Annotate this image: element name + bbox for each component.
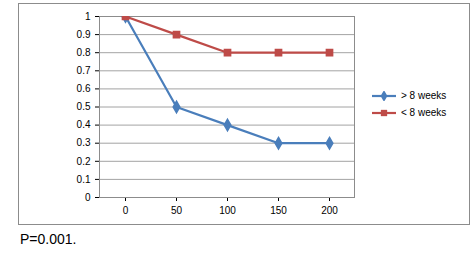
svg-text:1: 1	[85, 11, 91, 22]
svg-text:0.2: 0.2	[77, 156, 91, 167]
html-text:P=0.001.: P=0.001.	[20, 231, 77, 247]
svg-text:0: 0	[85, 192, 91, 203]
svg-text:200: 200	[321, 205, 338, 216]
svg-text:0.3: 0.3	[77, 137, 91, 148]
svg-text:50: 50	[171, 205, 183, 216]
svg-text:100: 100	[219, 205, 236, 216]
html-text:< 8 weeks: < 8 weeks	[401, 107, 447, 118]
svg-text:0.7: 0.7	[77, 65, 91, 76]
svg-text:0.6: 0.6	[77, 83, 91, 94]
html-text:> 8 weeks: > 8 weeks	[401, 90, 447, 101]
svg-text:0.9: 0.9	[77, 29, 91, 40]
svg-text:0.8: 0.8	[77, 47, 91, 58]
svg-text:0.4: 0.4	[77, 119, 91, 130]
svg-text:0: 0	[123, 205, 129, 216]
svg-text:0.1: 0.1	[77, 174, 91, 185]
svg-text:150: 150	[270, 205, 287, 216]
svg-text:0.5: 0.5	[77, 101, 91, 112]
